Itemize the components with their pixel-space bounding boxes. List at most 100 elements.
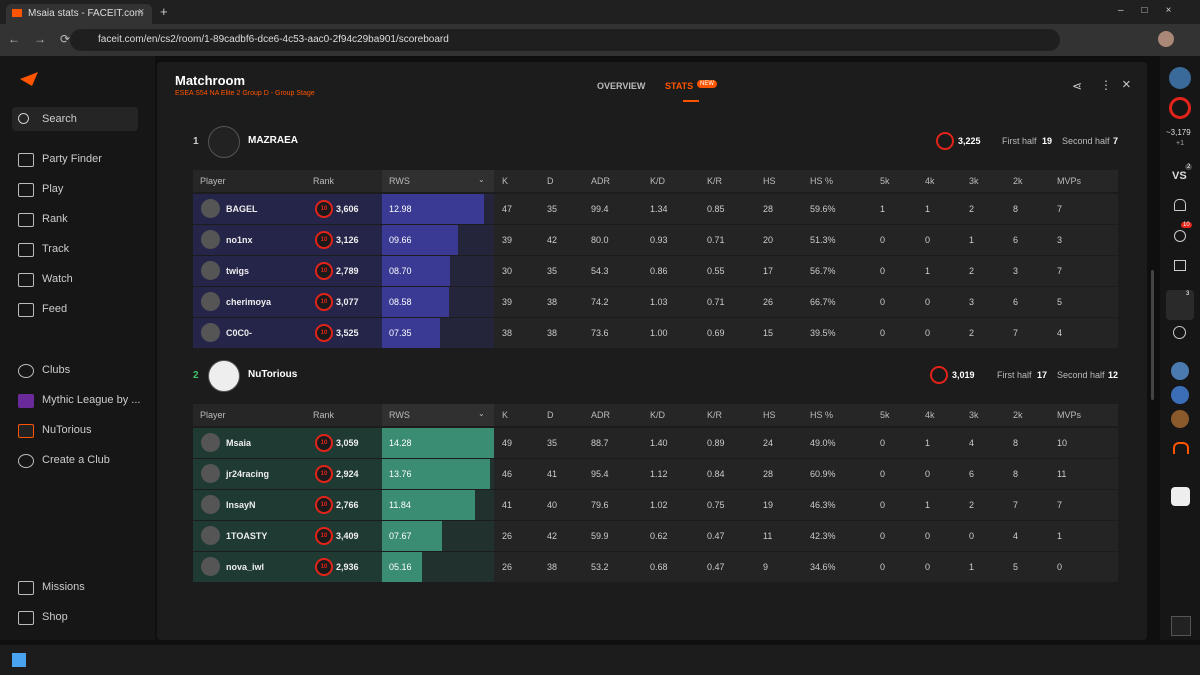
profile-avatar[interactable] xyxy=(1158,31,1174,47)
more-button[interactable]: ⋮ xyxy=(1100,78,1112,92)
column-header[interactable]: ADR xyxy=(591,410,611,420)
column-header[interactable]: 2k xyxy=(1013,176,1023,186)
player-name[interactable]: InsayN xyxy=(226,500,256,510)
nav-icon xyxy=(18,183,34,197)
column-header[interactable]: 5k xyxy=(880,176,890,186)
share-button[interactable]: ⋖ xyxy=(1072,79,1083,93)
player-rws: 07.35 xyxy=(389,328,412,338)
headset-icon[interactable] xyxy=(1173,442,1189,454)
player-avatar xyxy=(201,199,220,218)
stat-cell: 20 xyxy=(763,235,774,245)
player-name[interactable]: BAGEL xyxy=(226,204,258,214)
stat-cell: 56.7% xyxy=(810,266,836,276)
club-item[interactable]: Create a Club xyxy=(42,454,110,466)
stat-cell: 0 xyxy=(925,328,931,338)
stat-cell: 6 xyxy=(969,469,975,479)
column-header[interactable]: K/R xyxy=(707,176,723,186)
friend-avatar[interactable] xyxy=(1171,362,1189,380)
chat-icon[interactable] xyxy=(1174,260,1186,271)
player-avatar xyxy=(201,464,220,483)
nav-item[interactable]: Track xyxy=(42,243,70,255)
player-name[interactable]: C0C0- xyxy=(226,328,253,338)
nav-item[interactable]: Watch xyxy=(42,273,73,285)
column-header[interactable]: K/D xyxy=(650,176,666,186)
user-avatar[interactable] xyxy=(1169,67,1191,89)
stat-cell: 0.47 xyxy=(707,562,725,572)
player-name[interactable]: Msaia xyxy=(226,438,252,448)
stat-cell: 0.89 xyxy=(707,438,725,448)
column-header[interactable]: HS xyxy=(763,410,776,420)
column-header[interactable]: ADR xyxy=(591,176,611,186)
window-controls[interactable]: –□× xyxy=(1118,5,1190,16)
player-name[interactable]: 1TOASTY xyxy=(226,531,268,541)
search-box[interactable] xyxy=(12,107,138,131)
app-icon[interactable] xyxy=(1171,616,1191,636)
player-name[interactable]: nova_iwl xyxy=(226,562,265,572)
nav-item[interactable]: Missions xyxy=(42,581,85,593)
player-name[interactable]: cherimoya xyxy=(226,297,272,307)
team-name: NuTorious xyxy=(248,369,298,380)
stat-cell: 0 xyxy=(925,297,931,307)
scrollbar xyxy=(1151,270,1154,400)
tab-stats[interactable]: STATS xyxy=(665,81,694,91)
stat-cell: 0 xyxy=(925,531,931,541)
tab-overview[interactable]: OVERVIEW xyxy=(597,81,646,91)
rws-bar xyxy=(382,256,451,286)
column-header[interactable]: HS % xyxy=(810,176,834,186)
column-header[interactable]: K/R xyxy=(707,410,723,420)
club-item[interactable]: NuTorious xyxy=(42,424,92,436)
column-header[interactable]: 3k xyxy=(969,410,979,420)
column-header[interactable]: K xyxy=(502,410,509,420)
friends-icon[interactable] xyxy=(1174,230,1186,242)
nav-item[interactable]: Rank xyxy=(42,213,68,225)
rail-vs[interactable]: VS xyxy=(1172,170,1187,182)
add-icon[interactable] xyxy=(1173,326,1186,339)
club-item[interactable]: Clubs xyxy=(42,364,71,376)
stat-cell: 35 xyxy=(547,438,558,448)
column-header[interactable]: MVPs xyxy=(1057,176,1082,186)
nav-item[interactable]: Feed xyxy=(42,303,68,315)
bell-icon[interactable] xyxy=(1174,199,1186,211)
nav-item[interactable]: Play xyxy=(42,183,64,195)
column-header[interactable]: K/D xyxy=(650,410,666,420)
tab[interactable] xyxy=(6,4,152,24)
club-icon[interactable] xyxy=(1171,487,1190,506)
column-header[interactable]: 4k xyxy=(925,176,935,186)
first-half-score: 19 xyxy=(1042,136,1053,146)
column-header[interactable]: D xyxy=(547,410,554,420)
start-button[interactable] xyxy=(12,653,26,667)
stat-cell: 1.02 xyxy=(650,500,668,510)
stat-cell: 0 xyxy=(880,328,886,338)
friend-avatar[interactable] xyxy=(1171,410,1189,428)
player-name[interactable]: jr24racing xyxy=(226,469,270,479)
column-header[interactable]: HS xyxy=(763,176,776,186)
nav-item[interactable]: Shop xyxy=(42,611,68,623)
player-name[interactable]: twigs xyxy=(226,266,250,276)
column-header[interactable]: 3k xyxy=(969,176,979,186)
column-header[interactable]: 2k xyxy=(1013,410,1023,420)
nav-item[interactable]: Party Finder xyxy=(42,153,102,165)
player-name[interactable]: no1nx xyxy=(226,235,253,245)
new-tab[interactable]: + xyxy=(160,4,168,19)
stat-cell: 7 xyxy=(1057,204,1063,214)
stat-cell: 9 xyxy=(763,562,769,572)
club-item[interactable]: Mythic League by ... xyxy=(42,394,141,406)
close-button[interactable]: × xyxy=(1122,76,1131,93)
column-header[interactable]: K xyxy=(502,176,509,186)
player-cell-bg xyxy=(193,256,382,286)
friend-avatar[interactable] xyxy=(1171,386,1189,404)
column-header[interactable]: RWS xyxy=(389,410,410,420)
stat-cell: 1 xyxy=(969,562,975,572)
column-header[interactable]: 4k xyxy=(925,410,935,420)
column-header[interactable]: 5k xyxy=(880,410,890,420)
column-header[interactable]: D xyxy=(547,176,554,186)
column-header[interactable]: HS % xyxy=(810,410,834,420)
stat-cell: 8 xyxy=(1013,204,1019,214)
nav-buttons[interactable]: ←→⟳ xyxy=(8,32,85,46)
player-row: Msaia 10 3,059 14.28 49 35 88.7 1.40 0.89 24 49.0%… xyxy=(193,428,1118,458)
column-header[interactable]: MVPs xyxy=(1057,410,1082,420)
address-bar[interactable] xyxy=(70,29,1060,51)
column-header[interactable]: RWS xyxy=(389,176,410,186)
tab-close[interactable]: × xyxy=(138,6,145,18)
party-button[interactable] xyxy=(1166,290,1194,320)
